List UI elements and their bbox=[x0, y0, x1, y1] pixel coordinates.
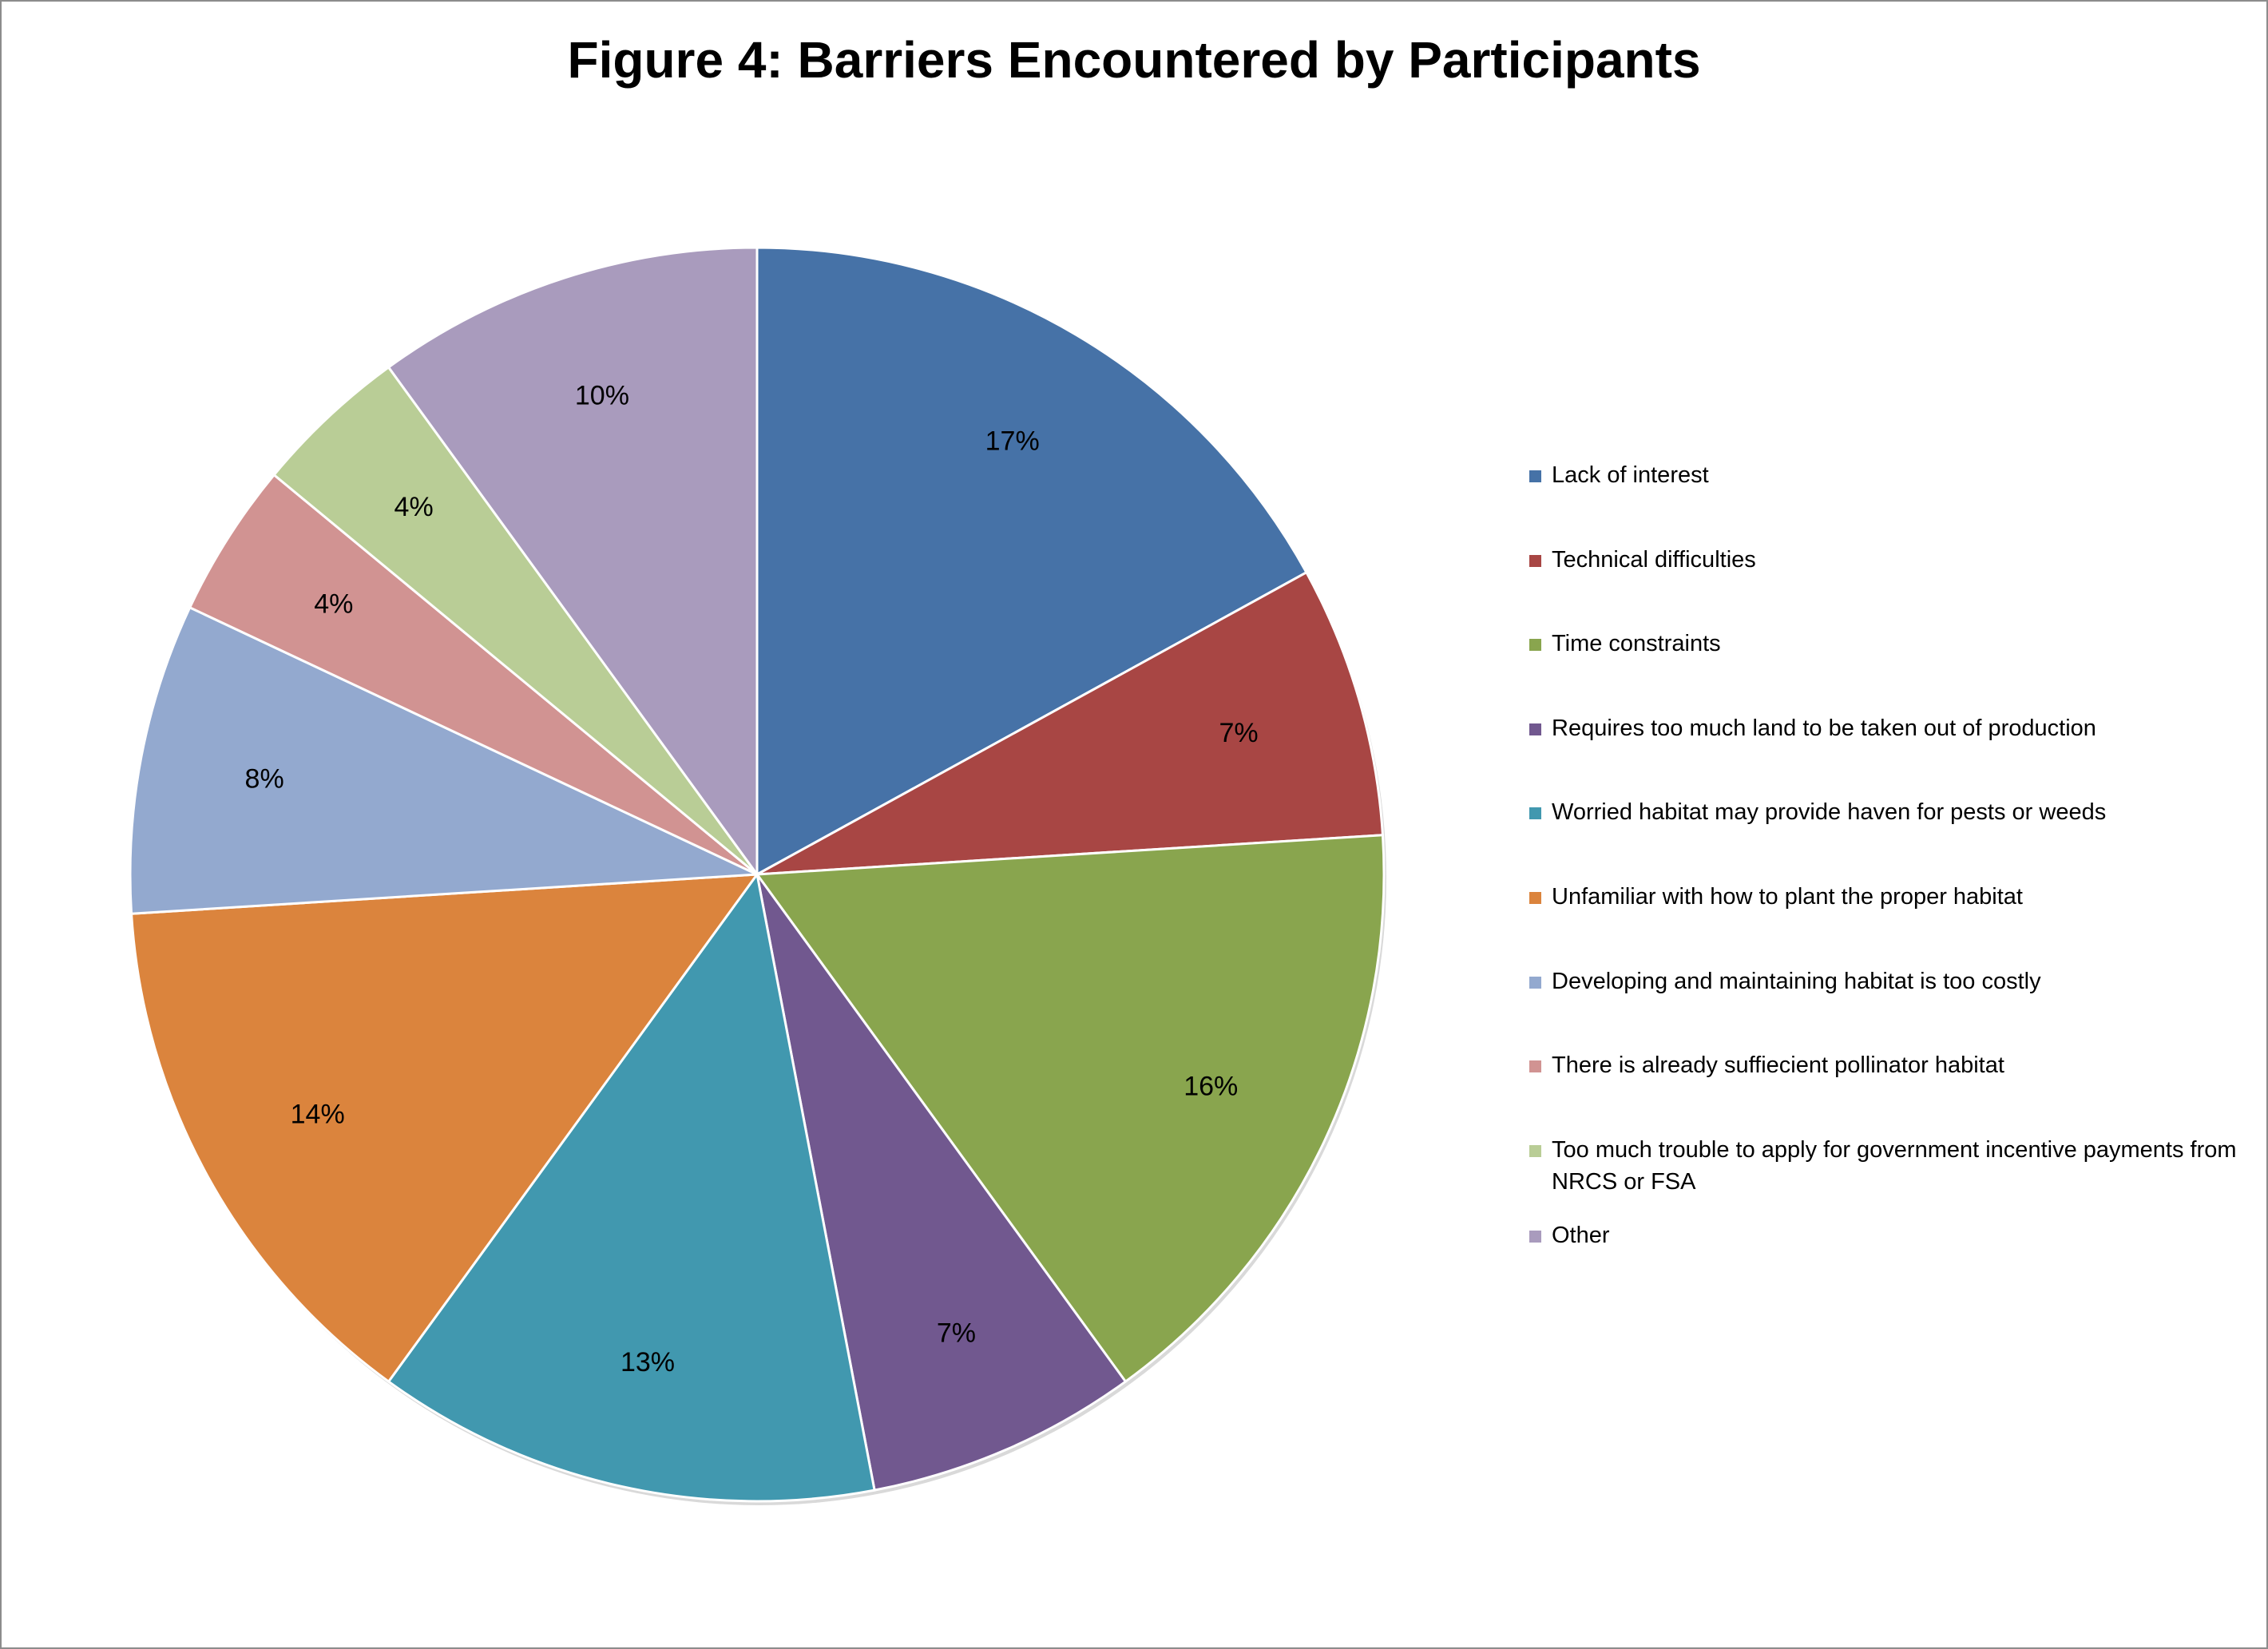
data-label-1: 17% bbox=[985, 426, 1040, 456]
legend-swatch bbox=[1529, 723, 1541, 735]
legend-label: There is already suffiecient pollinator … bbox=[1552, 1052, 2004, 1078]
data-label-5: 13% bbox=[621, 1347, 675, 1377]
pie-slice-8[interactable] bbox=[188, 473, 758, 876]
pie-slice-4[interactable] bbox=[755, 874, 1128, 1492]
pie-slice-1[interactable] bbox=[755, 246, 1308, 877]
data-label-3: 16% bbox=[1184, 1071, 1238, 1101]
legend-swatch bbox=[1529, 892, 1541, 904]
legend-item: Lack of interest bbox=[1529, 459, 2248, 491]
legend-swatch bbox=[1529, 470, 1541, 482]
legend-item: Requires too much land to be taken out o… bbox=[1529, 712, 2248, 744]
legend-label: Developing and maintaining habitat is to… bbox=[1552, 969, 2041, 994]
legend-label: Lack of interest bbox=[1552, 462, 1709, 488]
legend-label: Time constraints bbox=[1552, 631, 1721, 656]
pie-slice-6[interactable] bbox=[129, 873, 760, 1384]
data-label-7: 8% bbox=[245, 763, 284, 794]
legend-swatch bbox=[1529, 639, 1541, 651]
legend-item: Worried habitat may provide haven for pe… bbox=[1529, 796, 2248, 828]
legend-label: Too much trouble to apply for government… bbox=[1552, 1137, 2237, 1195]
legend-swatch bbox=[1529, 1231, 1541, 1243]
data-label-4: 7% bbox=[937, 1318, 976, 1348]
legend-label: Other bbox=[1552, 1223, 1610, 1248]
data-label-8: 4% bbox=[314, 589, 353, 619]
data-label-6: 14% bbox=[291, 1100, 345, 1130]
legend-label: Unfamiliar with how to plant the proper … bbox=[1552, 884, 2023, 910]
legend-label: Worried habitat may provide haven for pe… bbox=[1552, 799, 2107, 825]
legend-item: Time constraints bbox=[1529, 628, 2248, 660]
legend-label: Requires too much land to be taken out o… bbox=[1552, 715, 2096, 741]
data-label-10: 10% bbox=[575, 381, 629, 411]
legend-item: There is already suffiecient pollinator … bbox=[1529, 1049, 2248, 1081]
pie-slice-10[interactable] bbox=[387, 246, 759, 878]
legend-item: Too much trouble to apply for government… bbox=[1529, 1134, 2248, 1198]
pie-slice-9[interactable] bbox=[272, 365, 759, 876]
pie-slice-3[interactable] bbox=[755, 834, 1386, 1384]
legend-swatch bbox=[1529, 555, 1541, 567]
legend-swatch bbox=[1529, 1145, 1541, 1157]
legend-swatch bbox=[1529, 1060, 1541, 1072]
data-label-2: 7% bbox=[1219, 718, 1258, 748]
chart-title: Figure 4: Barriers Encountered by Partic… bbox=[567, 31, 1701, 89]
legend-item: Unfamiliar with how to plant the proper … bbox=[1529, 881, 2248, 913]
legend-item: Developing and maintaining habitat is to… bbox=[1529, 965, 2248, 997]
pie-slice-7[interactable] bbox=[129, 605, 758, 915]
legend-item: Technical difficulties bbox=[1529, 544, 2248, 576]
pie-slice-2[interactable] bbox=[756, 570, 1385, 876]
legend-swatch bbox=[1529, 977, 1541, 989]
data-label-9: 4% bbox=[395, 492, 434, 522]
legend-item: Other bbox=[1529, 1219, 2248, 1251]
legend-swatch bbox=[1529, 807, 1541, 819]
legend-label: Technical difficulties bbox=[1552, 547, 1756, 573]
pie-slice-5[interactable] bbox=[387, 871, 876, 1503]
